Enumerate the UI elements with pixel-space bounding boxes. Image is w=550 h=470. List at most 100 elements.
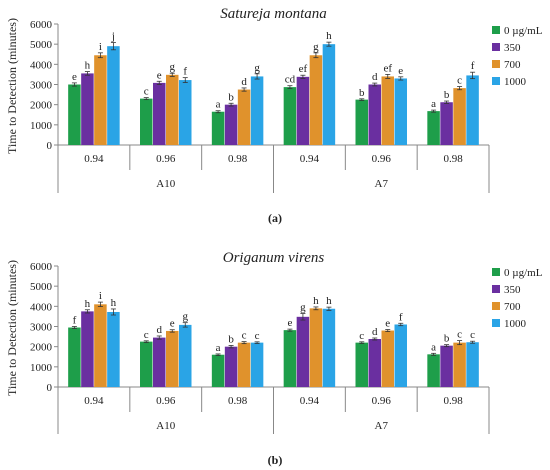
- bar: [166, 330, 179, 387]
- significance-letter: c: [144, 86, 149, 98]
- significance-letter: a: [216, 342, 221, 354]
- bar: [211, 354, 225, 387]
- significance-letter: g: [313, 41, 319, 53]
- significance-letter: c: [470, 329, 475, 341]
- significance-letter: e: [157, 69, 162, 81]
- legend-entry: 1000: [504, 318, 527, 330]
- significance-letter: h: [85, 298, 91, 310]
- legend-entry: 350: [504, 284, 521, 296]
- significance-letter: d: [157, 324, 163, 336]
- legend-entry: 700: [504, 301, 521, 313]
- significance-letter: g: [183, 311, 189, 323]
- significance-letter: g: [170, 61, 176, 73]
- significance-letter: e: [385, 318, 390, 330]
- bar: [296, 76, 310, 145]
- x-tick-label: 0.96: [372, 395, 392, 407]
- y-tick-label: 3000: [30, 80, 53, 92]
- y-tick-label: 6000: [30, 261, 53, 273]
- panel-label: (a): [268, 211, 282, 225]
- bar: [453, 88, 466, 145]
- x-group-label: A7: [375, 178, 389, 190]
- significance-letter: d: [372, 71, 378, 83]
- y-tick-label: 5000: [30, 281, 53, 293]
- bar: [355, 99, 368, 145]
- x-tick-label: 0.96: [372, 153, 392, 165]
- significance-letter: a: [431, 341, 436, 353]
- bar: [466, 75, 479, 145]
- bar: [250, 76, 264, 145]
- bar: [179, 80, 192, 145]
- bar: [81, 73, 94, 145]
- bar: [153, 82, 166, 145]
- bar: [322, 308, 336, 387]
- chart-title: Origanum virens: [223, 250, 325, 266]
- bar: [322, 44, 336, 145]
- bar: [309, 308, 323, 387]
- x-group-label: A7: [375, 420, 389, 432]
- bar: [440, 102, 453, 145]
- y-tick-label: 4000: [30, 301, 53, 313]
- significance-letter: e: [170, 318, 175, 330]
- bar: [381, 76, 394, 145]
- significance-letter: c: [242, 330, 247, 342]
- legend-swatch: [492, 285, 500, 293]
- significance-letter: f: [471, 60, 475, 72]
- bar: [283, 87, 297, 145]
- significance-letter: c: [457, 75, 462, 87]
- legend-entry: 0 µg/mL: [504, 267, 543, 279]
- bar: [68, 327, 81, 387]
- y-tick-label: 5000: [30, 39, 53, 51]
- x-tick-label: 0.98: [443, 395, 463, 407]
- significance-letter: f: [73, 315, 77, 327]
- bar: [368, 84, 381, 145]
- significance-letter: e: [72, 71, 77, 83]
- significance-letter: g: [254, 62, 260, 74]
- legend-entry: 1000: [504, 76, 527, 88]
- significance-letter: c: [144, 329, 149, 341]
- significance-letter: h: [111, 297, 117, 309]
- significance-letter: b: [359, 87, 365, 99]
- x-group-label: A10: [156, 178, 175, 190]
- panel-a: Satureja montana 0 1000 2000 3000 4000 5000 600…: [5, 6, 543, 225]
- chart-title: Satureja montana: [220, 6, 327, 22]
- panel-label: (b): [268, 453, 283, 467]
- bar: [283, 330, 297, 387]
- legend-swatch: [492, 60, 500, 68]
- bar: [224, 104, 238, 145]
- significance-letter: a: [431, 98, 436, 110]
- significance-letter: c: [255, 330, 260, 342]
- bar: [107, 311, 120, 387]
- significance-letter: e: [398, 65, 403, 77]
- significance-letter: d: [372, 326, 378, 338]
- significance-letter: b: [228, 91, 234, 103]
- y-tick-label: 0: [47, 382, 53, 394]
- significance-letter: d: [241, 76, 247, 88]
- bar: [355, 342, 368, 387]
- y-tick-label: 2000: [30, 100, 53, 112]
- x-group-label: A10: [156, 420, 175, 432]
- significance-letter: ef: [383, 62, 392, 74]
- y-tick-label: 1000: [30, 362, 53, 374]
- bar: [68, 84, 81, 145]
- x-tick-label: 0.94: [300, 153, 320, 165]
- significance-letter: i: [99, 290, 102, 302]
- legend-entry: 350: [504, 42, 521, 54]
- significance-letter: c: [359, 330, 364, 342]
- bar: [140, 98, 153, 145]
- y-axis-label: Time to Detection (minutes): [5, 260, 19, 396]
- bar: [107, 46, 120, 145]
- bar: [166, 74, 179, 145]
- significance-letter: b: [228, 333, 234, 345]
- y-tick-label: 6000: [30, 19, 53, 31]
- panel-b: Origanum virens 0 1000 2000 3000 4000 5000 6000…: [5, 250, 543, 467]
- significance-letter: ef: [299, 63, 308, 75]
- significance-letter: h: [326, 30, 332, 42]
- bar: [94, 304, 107, 387]
- y-tick-label: 0: [47, 140, 53, 152]
- bar: [394, 324, 407, 387]
- x-tick-label: 0.96: [156, 153, 176, 165]
- bar: [368, 339, 381, 387]
- legend-swatch: [492, 302, 500, 310]
- bar: [381, 330, 394, 387]
